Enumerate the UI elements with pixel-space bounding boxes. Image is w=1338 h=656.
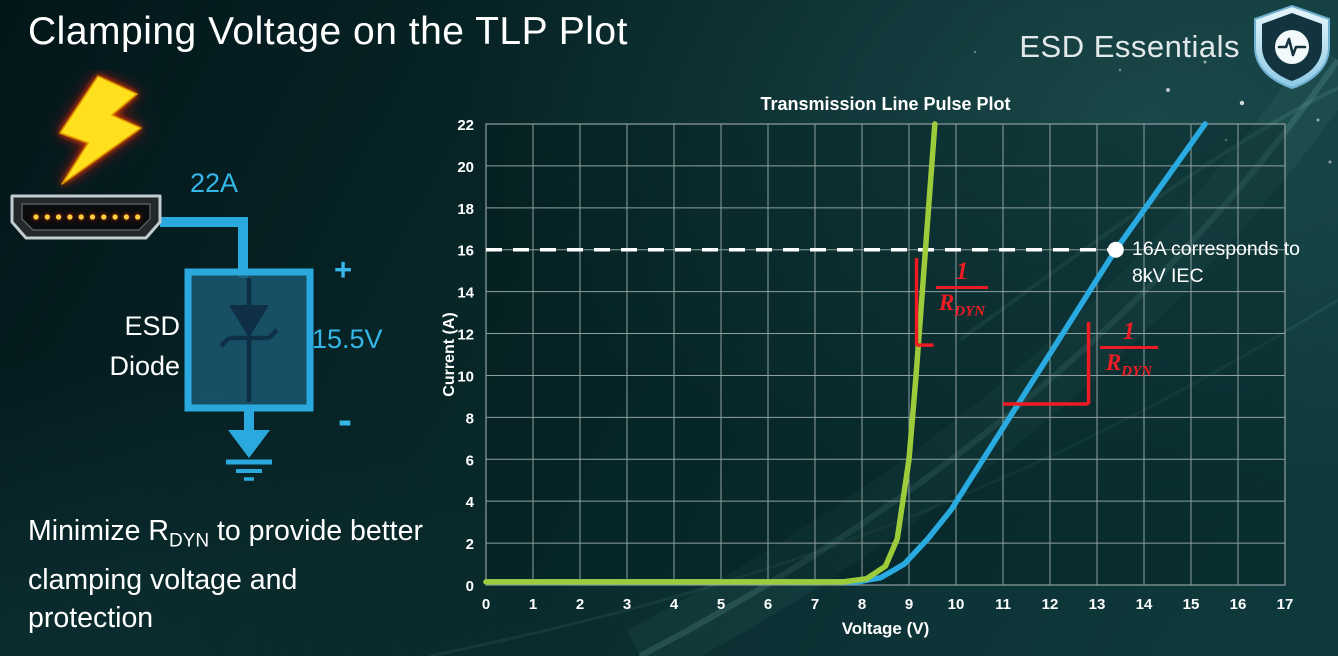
zener-diode-symbol bbox=[219, 278, 279, 402]
x-tick-label: 4 bbox=[670, 596, 679, 613]
tlp-plot-area: 0 1 2 3 4 5 6 7 8 9 10 11 12 13 14 15 16 1702468101214161… bbox=[441, 117, 1294, 613]
lightning-bolt-icon bbox=[59, 75, 142, 185]
esd-diode-label: ESD Diode bbox=[109, 311, 180, 381]
x-tick-label: 12 bbox=[1042, 596, 1059, 613]
brand-name: ESD Essentials bbox=[1019, 29, 1240, 64]
x-tick-label: 11 bbox=[995, 596, 1011, 613]
y-tick-label: 2 bbox=[466, 536, 474, 553]
x-tick-label: 7 bbox=[811, 596, 819, 613]
minus-terminal-label: - bbox=[338, 396, 352, 443]
plot-background bbox=[486, 124, 1285, 585]
plus-terminal-label: + bbox=[334, 252, 353, 287]
rdyn-fraction-blue: 1 RDYN bbox=[1100, 318, 1158, 386]
hdmi-connector-icon bbox=[10, 194, 162, 240]
clamp-voltage-label: 15.5V bbox=[312, 324, 383, 354]
y-tick-label: 0 bbox=[466, 578, 474, 595]
series-low-rdyn-esd-diode bbox=[483, 121, 938, 585]
note-text: Minimize RDYN to provide better clamping… bbox=[28, 515, 423, 634]
page-title: Clamping Voltage on the TLP Plot bbox=[28, 10, 628, 53]
y-tick-label: 4 bbox=[466, 494, 475, 511]
x-tick-label: 17 bbox=[1277, 596, 1294, 613]
y-tick-label: 14 bbox=[457, 285, 474, 302]
x-tick-label: 13 bbox=[1089, 596, 1106, 613]
shield-pulse-icon bbox=[1254, 4, 1330, 90]
y-tick-label: 22 bbox=[457, 117, 474, 134]
y-tick-label: 8 bbox=[466, 410, 474, 427]
surge-wire bbox=[160, 217, 248, 278]
x-tick-label: 6 bbox=[764, 596, 772, 613]
esd-diode-box bbox=[184, 268, 314, 412]
x-axis-label: Voltage (V) bbox=[841, 619, 930, 638]
y-tick-label: 18 bbox=[457, 201, 474, 218]
rdyn-subscript: DYN bbox=[168, 530, 210, 552]
ground-symbol bbox=[226, 408, 272, 481]
y-tick-label: 16 bbox=[457, 243, 474, 260]
y-tick-label: 10 bbox=[457, 368, 474, 385]
x-tick-label: 5 bbox=[717, 596, 725, 613]
esd-circuit-diagram bbox=[10, 75, 314, 481]
iec-marker-dot bbox=[1107, 241, 1124, 258]
x-tick-label: 10 bbox=[948, 596, 965, 613]
y-tick-label: 6 bbox=[466, 452, 474, 469]
x-tick-label: 3 bbox=[623, 596, 631, 613]
x-tick-label: 1 bbox=[529, 596, 537, 613]
x-tick-label: 2 bbox=[576, 596, 584, 613]
x-tick-label: 16 bbox=[1230, 596, 1247, 613]
y-axis-label: Current (A) bbox=[441, 312, 458, 396]
y-tick-label: 20 bbox=[457, 159, 474, 176]
iec-annotation: 16A corresponds to 8kV IEC bbox=[1132, 238, 1301, 287]
x-tick-label: 8 bbox=[858, 596, 866, 613]
x-tick-label: 14 bbox=[1136, 596, 1153, 613]
surge-current-label: 22A bbox=[190, 168, 239, 198]
rdyn-fraction-green: 1 RDYN bbox=[936, 258, 988, 326]
x-tick-label: 9 bbox=[905, 596, 913, 613]
x-tick-label: 15 bbox=[1183, 596, 1200, 613]
chart-title: Transmission Line Pulse Plot bbox=[760, 94, 1011, 114]
brand: ESD Essentials bbox=[1019, 4, 1336, 90]
x-tick-label: 0 bbox=[482, 596, 490, 613]
y-tick-label: 12 bbox=[457, 327, 474, 344]
